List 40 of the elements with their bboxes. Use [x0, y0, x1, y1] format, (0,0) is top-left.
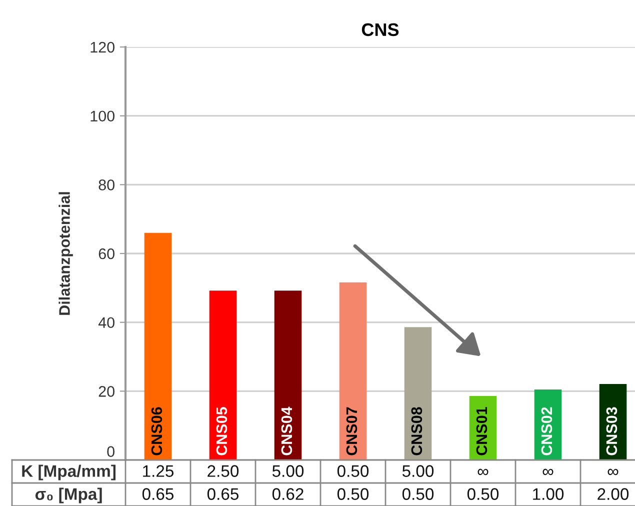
bar — [144, 232, 172, 460]
x-tick-label: CNS06 — [151, 407, 162, 456]
x-tick-label: CNS04 — [281, 406, 292, 456]
x-tick-label: CNS05 — [216, 407, 228, 456]
y-tick-label: 40 — [98, 317, 114, 328]
y-tick-label: 60 — [98, 248, 114, 260]
bar — [404, 327, 432, 460]
bar — [274, 290, 302, 460]
bar — [339, 282, 367, 460]
chart-title: CNS — [362, 23, 399, 36]
y-tick-label: 0 — [107, 446, 114, 457]
text: ∞ — [478, 468, 488, 476]
y-tick-label: 120 — [90, 42, 114, 53]
text: 0.50 — [337, 465, 369, 477]
x-tick-label: CNS07 — [346, 407, 358, 456]
text: 0.65 — [207, 488, 239, 500]
y-tick-label: 20 — [98, 386, 114, 397]
text: 5.00 — [402, 465, 434, 477]
text: ∞ — [542, 468, 554, 476]
text: 1.25 — [143, 465, 174, 477]
x-tick-label: CNS02 — [541, 407, 552, 456]
y-axis-title: Dilatanzpotenzial — [58, 192, 73, 315]
text: K [Mpa/mm] — [22, 464, 116, 480]
y-tick-label: 100 — [90, 110, 114, 122]
x-tick-label: CNS01 — [476, 407, 488, 456]
text: σ₀ [Mpa] — [35, 488, 102, 504]
text: 0.50 — [402, 488, 434, 500]
text: 5.00 — [272, 465, 304, 477]
x-tick-label: CNS08 — [411, 407, 422, 456]
text: 1.00 — [533, 488, 564, 500]
text: ∞ — [608, 468, 618, 476]
y-tick-label: 80 — [98, 180, 114, 190]
text: 2.50 — [208, 465, 239, 477]
text: 2.00 — [598, 488, 629, 500]
text: 0.50 — [467, 488, 499, 500]
text: 0.50 — [337, 488, 369, 500]
bar — [209, 290, 237, 460]
x-tick-label: CNS03 — [606, 407, 618, 456]
text: 0.65 — [142, 488, 174, 500]
text: 0.62 — [272, 488, 304, 500]
